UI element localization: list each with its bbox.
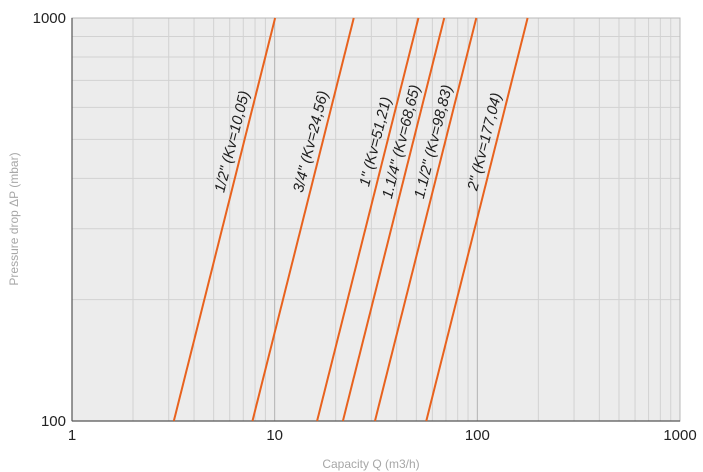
series-line <box>172 17 277 422</box>
series-line <box>341 17 446 422</box>
y-tick-label: 100 <box>41 413 66 430</box>
y-axis-title: Pressure drop ΔP (mbar) <box>7 152 21 285</box>
x-tick-label: 1000 <box>663 427 696 444</box>
series-line <box>373 17 478 422</box>
y-tick-labels: 100 1000 <box>33 10 66 430</box>
plot-background <box>72 18 680 421</box>
x-tick-label: 100 <box>465 427 490 444</box>
minor-grid <box>72 18 680 421</box>
x-tick-labels: 1 10 100 1000 <box>68 427 697 444</box>
y-tick-label: 1000 <box>33 10 66 27</box>
x-axis-title: Capacity Q (m3/h) <box>322 457 419 471</box>
series-line <box>425 17 529 422</box>
x-tick-label: 1 <box>68 427 76 444</box>
series-line <box>316 17 420 422</box>
series-line <box>251 17 355 422</box>
series-lines <box>172 17 529 422</box>
x-tick-label: 10 <box>266 427 283 444</box>
